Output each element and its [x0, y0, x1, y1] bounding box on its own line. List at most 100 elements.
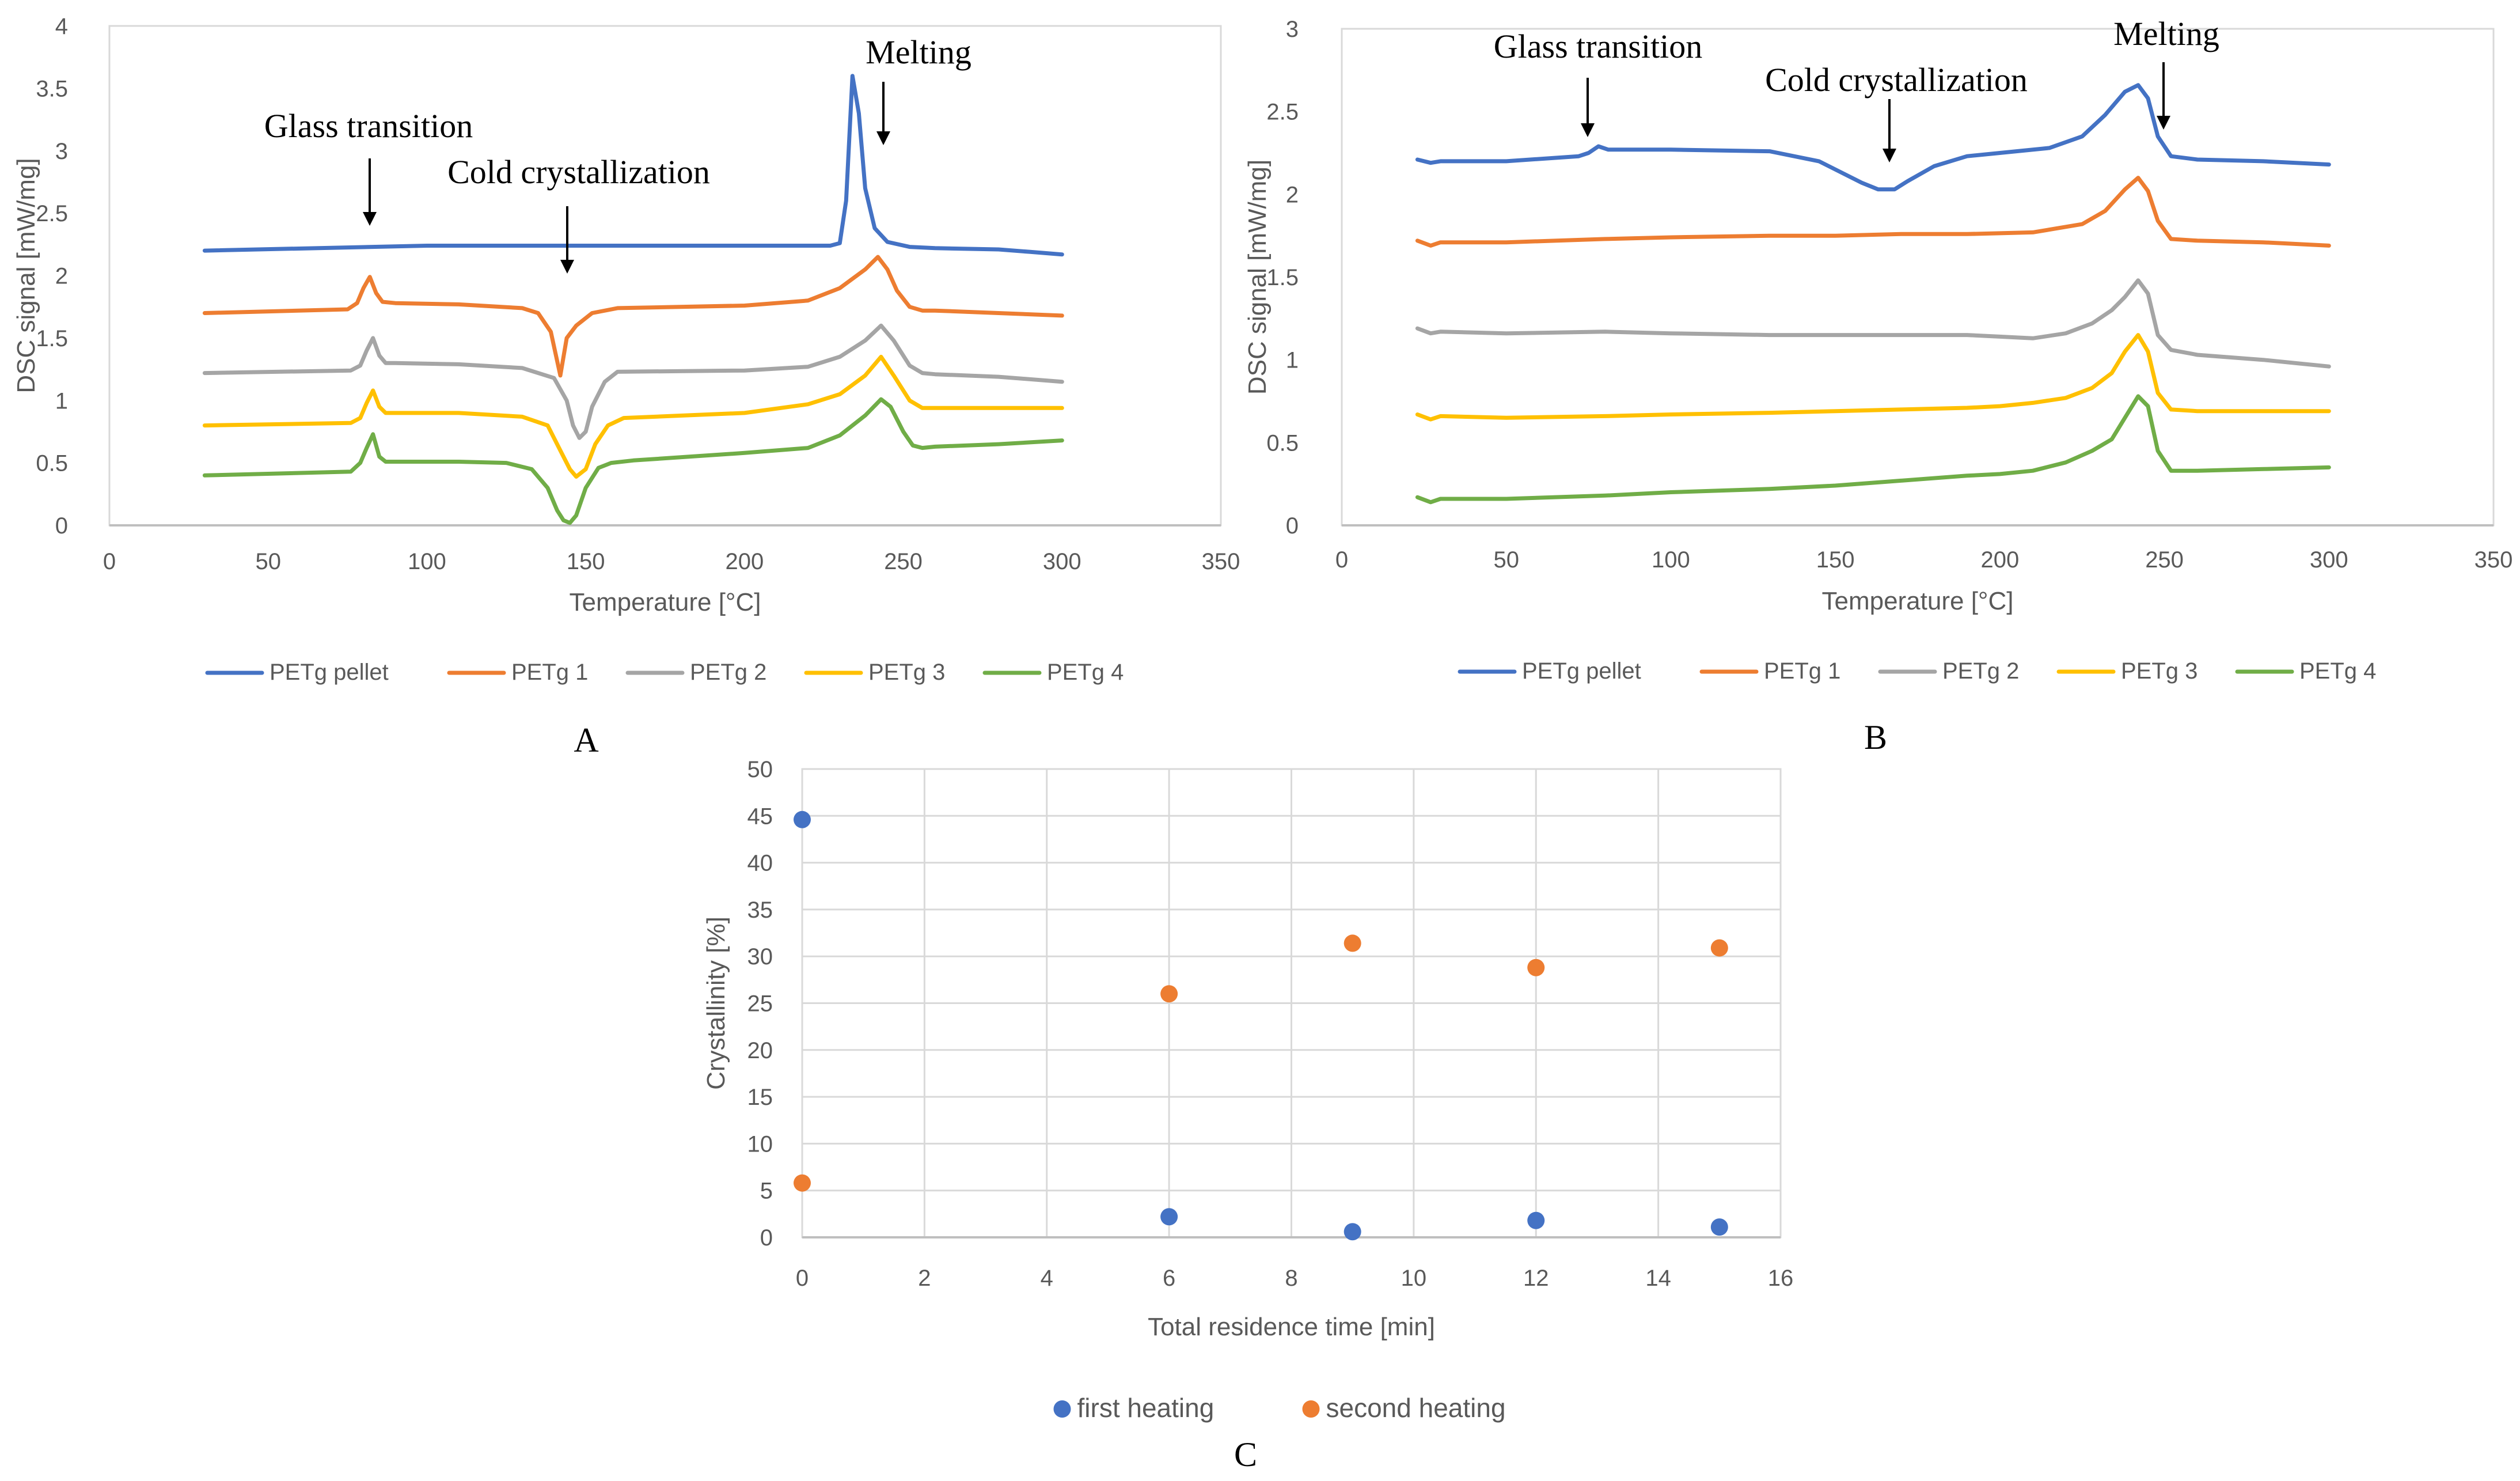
y-tick-label: 1	[1286, 348, 1299, 373]
x-tick-label: 50	[255, 549, 281, 574]
y-tick-label: 1.5	[1266, 265, 1299, 290]
legend-label-petg-1: PETg 1	[511, 660, 588, 685]
y-tick-label: 1.5	[36, 326, 68, 351]
x-tick-label: 350	[1202, 549, 1240, 574]
data-point-second-heating	[794, 1174, 811, 1192]
y-tick-label: 3	[55, 139, 68, 164]
x-tick-label: 150	[567, 549, 605, 574]
x-tick-label: 12	[1523, 1266, 1549, 1291]
y-tick-label: 30	[747, 944, 773, 969]
legend-swatch-first-heating	[1053, 1400, 1071, 1418]
series-line-petg-4	[1415, 394, 2331, 505]
y-axis-label: DSC signal [mW/mg]	[12, 158, 40, 393]
y-tick-label: 3.5	[36, 76, 68, 101]
series-line-petg-4	[202, 397, 1064, 525]
panel-label-b: B	[1864, 718, 1887, 756]
data-point-first-heating	[1344, 1223, 1361, 1241]
series-line-petg-2	[202, 323, 1064, 440]
x-axis-label: Temperature [°C]	[1821, 587, 2013, 615]
panel-label-c: C	[1234, 1435, 1257, 1474]
x-tick-label: 0	[1335, 547, 1348, 573]
annotation-glass-transition: Glass transition	[264, 107, 473, 145]
data-point-first-heating	[1160, 1208, 1178, 1226]
y-tick-label: 0	[55, 513, 68, 539]
x-tick-label: 300	[2310, 547, 2348, 573]
x-tick-label: 250	[884, 549, 923, 574]
annotation-arrow-head	[560, 260, 574, 274]
legend-label-second-heating: second heating	[1326, 1393, 1506, 1423]
annotation-arrow-head	[2157, 116, 2170, 130]
x-tick-label: 0	[103, 549, 116, 574]
y-tick-label: 0.5	[1266, 430, 1299, 456]
x-tick-label: 250	[2145, 547, 2184, 573]
plot-area-border	[1341, 28, 2495, 527]
legend-swatch-second-heating	[1302, 1400, 1320, 1418]
y-tick-label: 2	[1286, 182, 1299, 207]
data-point-second-heating	[1344, 934, 1361, 952]
legend-label-petg-4: PETg 4	[2299, 658, 2376, 684]
y-tick-label: 2	[55, 264, 68, 289]
data-point-first-heating	[1527, 1211, 1545, 1229]
legend-label-petg-3: PETg 3	[2121, 658, 2198, 684]
series-line-petg-pellet	[202, 74, 1064, 257]
legend-label-petg-pellet: PETg pellet	[1522, 658, 1641, 684]
x-tick-label: 6	[1163, 1266, 1175, 1291]
x-tick-label: 16	[1768, 1266, 1794, 1291]
y-tick-label: 45	[747, 804, 773, 829]
x-tick-label: 100	[408, 549, 446, 574]
x-tick-label: 300	[1043, 549, 1081, 574]
legend-label-petg-1: PETg 1	[1764, 658, 1840, 684]
panel-a-dsc-first-heating: 0 0.5 1 1.5 2 2.5 3 3.5 4 0 50 100 150 200 250 300 350 Te…	[12, 14, 1240, 759]
x-tick-label: 2	[918, 1266, 931, 1291]
y-axis-label: DSC signal [mW/mg]	[1243, 160, 1272, 395]
series-line-petg-pellet	[1415, 83, 2331, 192]
legend-label-first-heating: first heating	[1077, 1393, 1215, 1423]
x-tick-label: 8	[1285, 1266, 1297, 1291]
data-point-second-heating	[1710, 939, 1728, 957]
legend-label-petg-2: PETg 2	[1942, 658, 2019, 684]
y-tick-label: 35	[747, 897, 773, 923]
panel-b-dsc-second-heating: 0 0.5 1 1.5 2 2.5 3 0 50 100 150 200 250 300 350 Temper…	[1243, 15, 2513, 756]
annotation-cold-crystallization: Cold crystallization	[447, 153, 710, 191]
x-tick-label: 14	[1645, 1266, 1671, 1291]
annotation-arrow-head	[1883, 149, 1896, 162]
y-tick-label: 0	[760, 1225, 773, 1251]
legend-label-petg-4: PETg 4	[1047, 660, 1124, 685]
x-axis-label: Temperature [°C]	[569, 588, 761, 616]
series-line-petg-3	[202, 354, 1064, 479]
y-tick-label: 40	[747, 851, 773, 876]
y-tick-label: 0.5	[36, 451, 68, 476]
panel-label-a: A	[574, 721, 598, 759]
data-point-first-heating	[794, 810, 811, 828]
y-tick-label: 1	[55, 388, 68, 414]
x-tick-label: 200	[1980, 547, 2019, 573]
annotation-arrow-head	[876, 131, 890, 145]
data-point-second-heating	[1160, 985, 1178, 1003]
x-tick-label: 10	[1401, 1266, 1427, 1291]
y-tick-label: 0	[1286, 513, 1299, 539]
x-tick-label: 4	[1041, 1266, 1053, 1291]
y-tick-label: 2.5	[1266, 100, 1299, 125]
legend-label-petg-pellet: PETg pellet	[270, 660, 389, 685]
series-line-petg-1	[202, 255, 1064, 378]
y-tick-label: 5	[760, 1179, 773, 1204]
annotation-arrow-head	[363, 212, 377, 226]
data-point-second-heating	[1527, 959, 1545, 976]
y-axis-label: Crystallinity [%]	[702, 916, 730, 1090]
y-tick-label: 3	[1286, 17, 1299, 42]
legend-label-petg-3: PETg 3	[868, 660, 945, 685]
x-tick-label: 100	[1652, 547, 1690, 573]
x-tick-label: 200	[725, 549, 764, 574]
y-tick-label: 4	[55, 14, 68, 39]
series-line-petg-3	[1415, 333, 2331, 422]
x-tick-label: 50	[1493, 547, 1519, 573]
y-tick-label: 50	[747, 757, 773, 782]
legend-label-petg-2: PETg 2	[690, 660, 766, 685]
annotation-melting: Melting	[2113, 15, 2219, 52]
annotation-glass-transition: Glass transition	[1494, 28, 1702, 65]
x-tick-label: 0	[796, 1266, 809, 1291]
y-tick-label: 25	[747, 991, 773, 1017]
annotation-cold-crystallization: Cold crystallization	[1765, 61, 2028, 99]
x-tick-label: 350	[2475, 547, 2513, 573]
